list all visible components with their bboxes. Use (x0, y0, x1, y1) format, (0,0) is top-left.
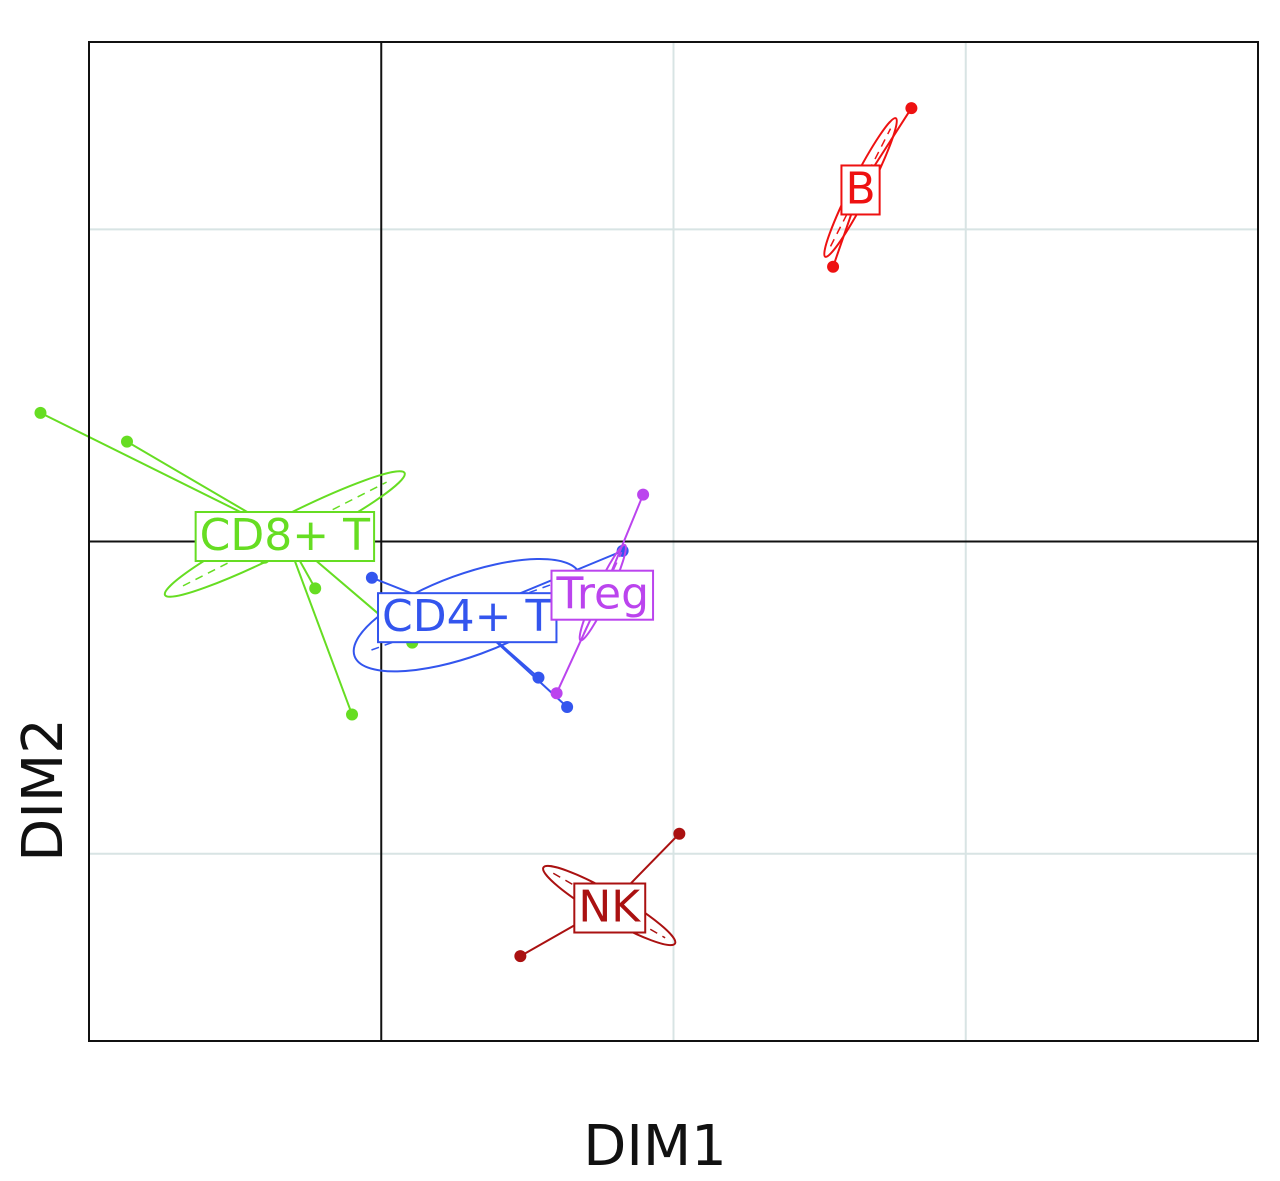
point-treg (637, 488, 650, 501)
point-b (827, 260, 840, 273)
label-frame-treg (550, 569, 655, 621)
group-cd8-t: CD8+ T (34, 406, 419, 721)
segment-cd8-t (283, 533, 353, 715)
label-b: B (845, 163, 875, 214)
y-axis-label: DIM2 (11, 718, 76, 862)
point-cd8-t (309, 582, 322, 595)
label-cd4-t: CD4+ T (382, 591, 552, 642)
point-cd8-t (120, 435, 133, 448)
group-b: B (823, 102, 918, 273)
point-cd8-t (34, 406, 47, 419)
plot-frame (88, 41, 1259, 1042)
label-nk: NK (578, 882, 641, 933)
label-frame-b (840, 164, 881, 216)
point-nk (514, 950, 527, 963)
ellipse-axis-nk (552, 872, 666, 939)
label-box-treg: Treg (550, 569, 655, 621)
point-nk (673, 827, 686, 840)
point-b (905, 102, 918, 115)
point-cd8-t (346, 708, 359, 721)
x-axis-label: DIM1 (583, 1114, 727, 1179)
point-cd4-t (365, 571, 378, 584)
label-treg: Treg (556, 569, 650, 620)
label-frame-cd4-t (377, 592, 558, 644)
label-box-cd8-t: CD8+ T (194, 510, 376, 563)
group-treg: Treg (550, 488, 655, 700)
point-treg (550, 687, 563, 700)
group-nk: NK (514, 827, 686, 963)
label-frame-nk (573, 882, 647, 934)
point-cd4-t (532, 671, 545, 684)
label-frame-cd8-t (194, 511, 376, 563)
label-box-cd4-t: CD4+ T (377, 591, 558, 644)
label-box-nk: NK (573, 882, 647, 934)
group-cd4-t: CD4+ T (352, 544, 629, 713)
point-cd4-t (561, 700, 574, 713)
label-cd8-t: CD8+ T (200, 510, 370, 561)
label-box-b: B (840, 163, 881, 216)
